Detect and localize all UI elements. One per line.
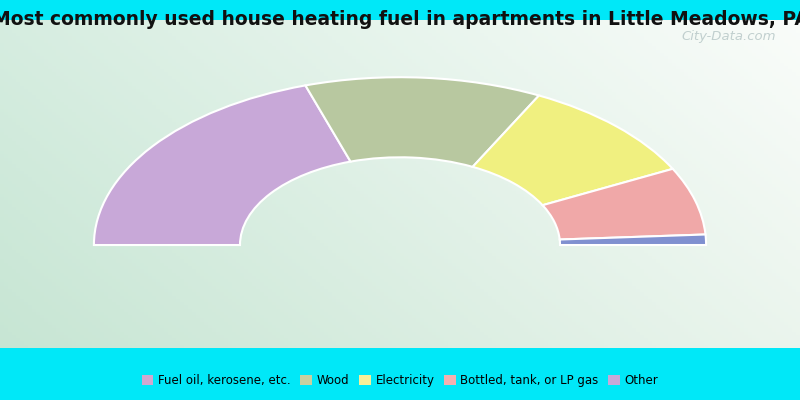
Legend: Fuel oil, kerosene, etc., Wood, Electricity, Bottled, tank, or LP gas, Other: Fuel oil, kerosene, etc., Wood, Electric… bbox=[137, 370, 663, 392]
Wedge shape bbox=[94, 86, 350, 245]
Wedge shape bbox=[560, 234, 706, 245]
Wedge shape bbox=[306, 77, 539, 167]
Text: City-Data.com: City-Data.com bbox=[682, 30, 776, 43]
Wedge shape bbox=[542, 169, 706, 240]
Text: Most commonly used house heating fuel in apartments in Little Meadows, PA: Most commonly used house heating fuel in… bbox=[0, 10, 800, 29]
Wedge shape bbox=[473, 96, 673, 205]
